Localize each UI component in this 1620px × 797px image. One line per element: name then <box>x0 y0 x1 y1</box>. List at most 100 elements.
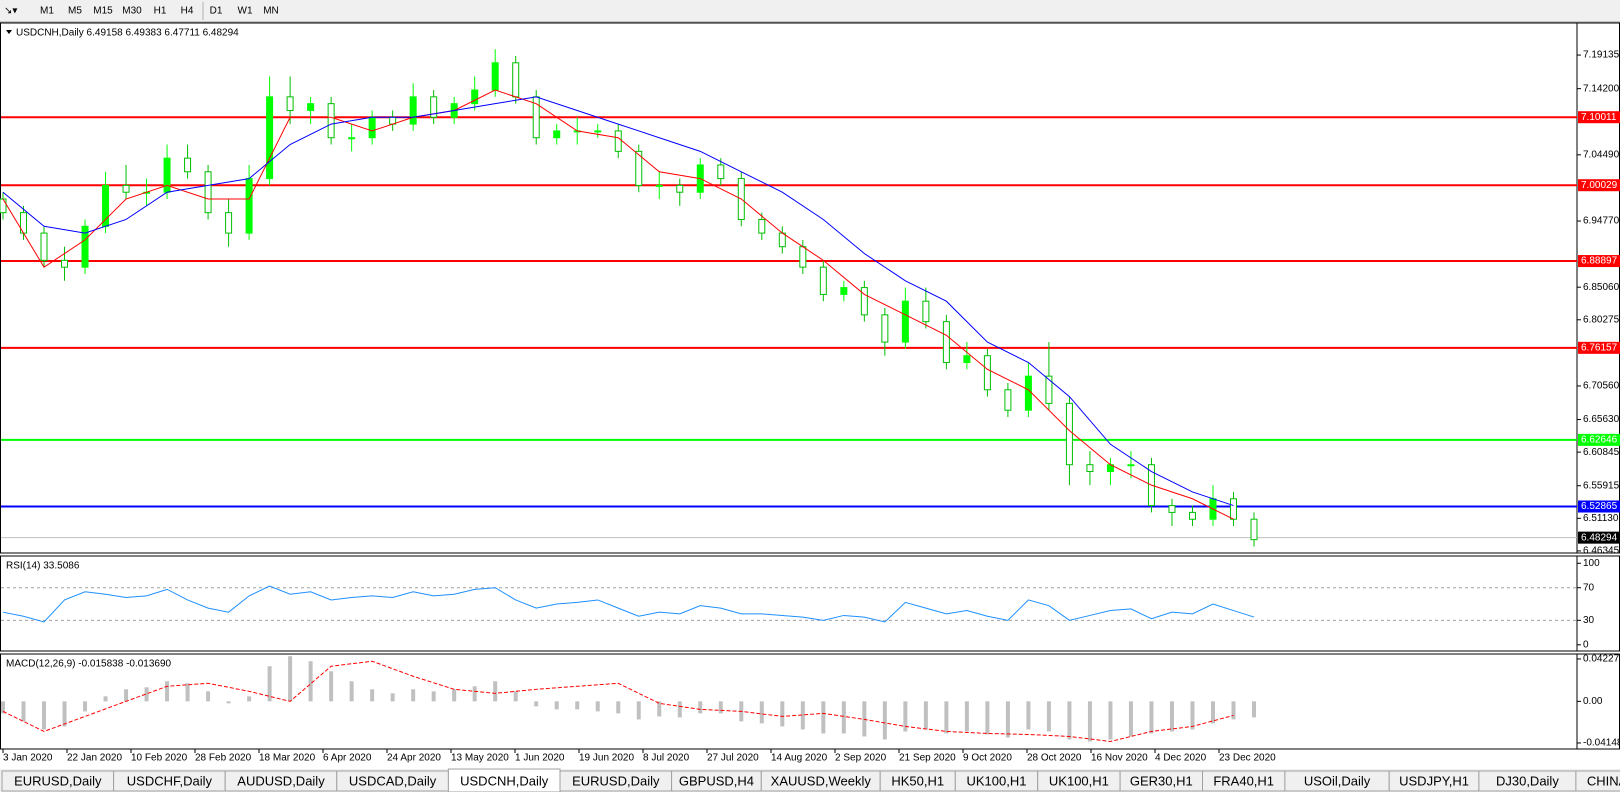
y-tick-label: 6.60845 <box>1583 447 1620 458</box>
panel-frame <box>0 22 1620 554</box>
macd-bar <box>964 701 969 732</box>
macd-bar <box>1005 701 1010 738</box>
level-price-label: 6.52865 <box>1581 501 1618 512</box>
tab-label[interactable]: USDCNH,Daily <box>460 773 549 788</box>
macd-bar <box>534 701 539 707</box>
candle-body <box>430 96 438 118</box>
tab-label[interactable]: UK100,H1 <box>1049 773 1109 788</box>
macd-bar <box>1108 701 1113 740</box>
x-tick-label: 16 Nov 2020 <box>1091 753 1148 764</box>
candle-body <box>635 150 643 186</box>
macd-bar <box>370 689 375 702</box>
candle-body <box>81 225 89 268</box>
timeframe-button[interactable]: W1 <box>238 6 253 17</box>
timeframe-button[interactable]: MN <box>263 6 279 17</box>
x-tick-label: 10 Feb 2020 <box>131 753 188 764</box>
candle-body <box>553 130 561 139</box>
candle-body <box>1250 518 1258 541</box>
macd-signal <box>2 660 1234 742</box>
x-tick-label: 14 Aug 2020 <box>771 753 828 764</box>
x-tick-label: 1 Jun 2020 <box>515 753 565 764</box>
candle-body <box>1065 402 1073 466</box>
macd-bar <box>841 701 846 734</box>
macd-bar <box>431 691 436 702</box>
y-tick-label: 6.55915 <box>1583 480 1620 491</box>
tab-label[interactable]: HK50,H1 <box>891 773 944 788</box>
candle-body <box>1127 464 1135 467</box>
macd-bar <box>1128 701 1133 737</box>
candle-body <box>1024 375 1032 411</box>
tab-label[interactable]: USOil,Daily <box>1304 773 1371 788</box>
macd-bar <box>329 671 334 702</box>
macd-bar <box>42 701 47 730</box>
candle-body <box>225 212 233 234</box>
candle-body <box>61 259 69 268</box>
level-price-label: 6.76157 <box>1581 342 1618 353</box>
timeframe-button[interactable]: H4 <box>181 6 194 17</box>
candle-body <box>594 130 602 133</box>
timeframe-button[interactable]: M30 <box>122 6 142 17</box>
tab-label[interactable]: DJ30,Daily <box>1496 773 1559 788</box>
tab-label[interactable]: USDCAD,Daily <box>349 773 437 788</box>
x-tick-label: 24 Apr 2020 <box>387 753 441 764</box>
candle-body <box>717 164 725 180</box>
panel-frame <box>0 555 1620 652</box>
macd-bar <box>657 701 662 717</box>
candle-body <box>799 246 807 268</box>
timeframe-button[interactable]: M15 <box>93 6 113 17</box>
y-tick-label: 70 <box>1583 582 1595 593</box>
tab-label[interactable]: USDCHF,Daily <box>127 773 213 788</box>
level-price-label: 6.88897 <box>1581 256 1618 267</box>
timeframe-button[interactable]: H1 <box>154 6 167 17</box>
candle-body <box>676 184 684 193</box>
candle-body <box>184 157 192 173</box>
macd-bar <box>472 686 477 702</box>
last-price-tag <box>1578 531 1620 544</box>
timeframe-button[interactable]: M5 <box>68 6 82 17</box>
tab-label[interactable]: EURUSD,Daily <box>14 773 102 788</box>
candle-body <box>409 96 417 125</box>
candle-body <box>40 232 48 261</box>
tab-label[interactable]: UK100,H1 <box>967 773 1027 788</box>
y-tick-label: 0 <box>1583 639 1589 650</box>
timeframe-button[interactable]: M1 <box>40 6 54 17</box>
tab-label[interactable]: EURUSD,Daily <box>572 773 660 788</box>
timeframe-button[interactable]: D1 <box>210 6 223 17</box>
y-tick-label: 6.80275 <box>1583 314 1620 325</box>
tab-label[interactable]: GBPUSD,H4 <box>679 773 754 788</box>
macd-bar <box>1149 701 1154 734</box>
tab-label[interactable]: CHINA300,H1 <box>1587 773 1620 788</box>
macd-bar <box>1046 701 1051 732</box>
macd-bar <box>595 701 600 712</box>
level-price-tag <box>1578 111 1620 124</box>
candle-body <box>758 218 766 234</box>
tab-label[interactable]: FRA40,H1 <box>1213 773 1274 788</box>
candle-body <box>983 355 991 391</box>
x-tick-label: 27 Jul 2020 <box>707 753 759 764</box>
tab-label[interactable]: AUDUSD,Daily <box>237 773 325 788</box>
macd-bar <box>452 689 457 702</box>
y-tick-label: 0.042275 <box>1583 654 1620 665</box>
x-tick-label: 6 Apr 2020 <box>323 753 372 764</box>
y-tick-label: 6.70560 <box>1583 381 1620 392</box>
candle-body <box>307 103 315 111</box>
tab-label[interactable]: GER30,H1 <box>1130 773 1193 788</box>
last-price-label: 6.48294 <box>1581 532 1618 543</box>
macd-bar <box>62 701 67 727</box>
tab-label[interactable]: XAUUSD,Weekly <box>771 773 872 788</box>
macd-bar <box>636 701 641 720</box>
macd-bar <box>1087 701 1092 742</box>
candle-body <box>655 184 663 187</box>
tab-label[interactable]: USDJPY,H1 <box>1399 773 1469 788</box>
candle-body <box>819 266 827 295</box>
candle-body <box>245 178 253 234</box>
macd-bar <box>185 683 190 702</box>
macd-bar <box>390 693 395 702</box>
candle-body <box>901 300 909 343</box>
candle-body <box>1086 464 1094 473</box>
macd-bar <box>800 701 805 730</box>
macd-bar <box>165 681 170 702</box>
x-tick-label: 23 Dec 2020 <box>1219 753 1276 764</box>
tab[interactable] <box>1575 770 1620 792</box>
candle-body <box>1004 389 1012 411</box>
